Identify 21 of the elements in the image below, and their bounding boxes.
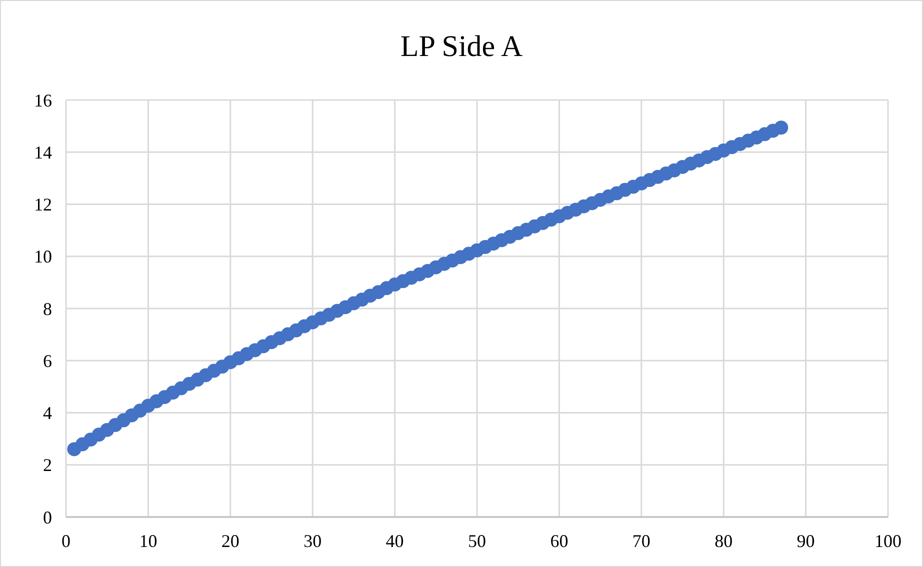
y-tick-label: 0: [43, 507, 52, 528]
x-tick-label: 90: [796, 531, 815, 551]
y-tick-label: 6: [43, 350, 52, 371]
y-tick-label: 2: [43, 455, 52, 476]
y-tick-label: 16: [34, 90, 52, 110]
x-tick-label: 10: [139, 531, 158, 551]
x-tick-label: 0: [62, 531, 70, 551]
x-tick-label: 80: [714, 531, 733, 551]
y-tick-label: 14: [34, 142, 52, 162]
y-tick-label: 10: [34, 246, 52, 267]
y-tick-label: 12: [34, 194, 52, 215]
x-tick-label: 40: [386, 531, 404, 551]
x-tick-label: 60: [550, 531, 568, 551]
chart-title: LP Side A: [400, 30, 523, 63]
x-tick-label: 30: [304, 531, 322, 551]
x-tick-label: 100: [874, 531, 902, 551]
x-tick-label: 20: [221, 531, 240, 551]
x-tick-label: 70: [632, 531, 650, 551]
x-tick-label: 50: [468, 531, 486, 551]
y-tick-label: 8: [43, 298, 52, 319]
y-tick-label: 4: [43, 403, 52, 424]
